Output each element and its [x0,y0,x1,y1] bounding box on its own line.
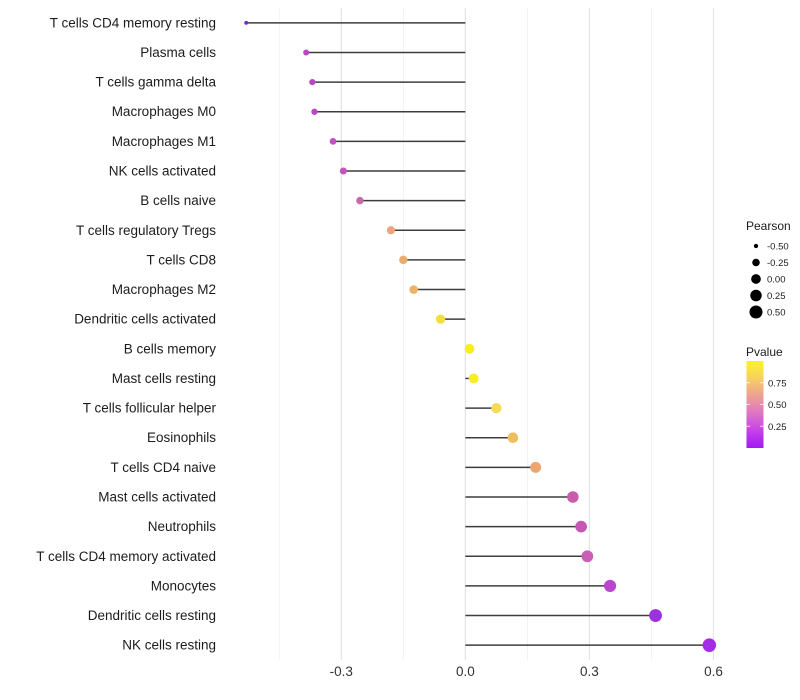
lollipop-point [309,78,316,86]
lollipop-point [339,167,347,175]
pearson-legend-label: 0.50 [767,308,786,319]
pearson-legend-label: 0.25 [767,291,786,302]
y-axis-label: Macrophages M0 [112,104,216,119]
lollipop-point [468,373,479,384]
pvalue-legend: Pvalue 0.75 0.50 0.25 [746,345,787,448]
x-axis-labels: -0.3 0.0 0.3 0.6 [330,664,723,679]
lollipop-point [702,638,717,652]
y-axis-label: Eosinophils [147,430,216,445]
x-axis-tick-label: 0.6 [704,664,723,679]
lollipop-point [399,255,408,265]
lollipop-point [464,343,475,354]
y-axis-label: T cells regulatory Tregs [76,223,216,238]
y-axis-label: T cells CD4 memory resting [50,15,216,30]
lollipop-point [244,20,249,25]
y-axis-label: Neutrophils [148,519,217,534]
x-axis-tick-label: -0.3 [330,664,353,679]
pvalue-tick-label: 0.75 [768,378,787,389]
lollipop-stems [246,22,710,646]
lollipop-point [356,196,364,205]
pearson-legend-dot [752,258,760,267]
y-axis-label: Plasma cells [140,45,216,60]
pearson-legend-dot [750,289,762,302]
pvalue-legend-title: Pvalue [746,345,783,359]
lollipop-point [567,491,579,503]
y-axis-label: NK cells resting [122,638,216,653]
pvalue-tick-label: 0.50 [768,400,787,411]
x-axis-tick-label: 0.3 [580,664,599,679]
pearson-legend-dot [749,305,763,319]
y-axis-label: Macrophages M1 [112,134,216,149]
y-axis-label: Mast cells resting [112,371,216,386]
pearson-legend-dot [751,274,761,284]
y-axis-label: T cells gamma delta [95,75,216,90]
y-axis-label: T cells CD8 [146,252,216,267]
y-axis-label: Mast cells activated [98,490,216,505]
y-axis-labels: T cells CD4 memory resting Plasma cells T … [36,15,216,652]
y-axis-label: NK cells activated [109,164,216,179]
lollipop-point [386,226,396,235]
pvalue-tick-label: 0.25 [768,422,787,433]
y-axis-label: T cells CD4 memory activated [36,549,216,564]
y-axis-label: Dendritic cells resting [88,608,216,623]
lollipop-point [530,461,542,473]
lollipop-point [409,285,419,294]
lollipop-point [311,108,318,115]
lollipop-point [575,520,587,533]
lollipop-point [507,432,519,444]
gridlines [278,8,715,660]
lollipop-points [244,20,717,652]
pearson-legend-dot [753,243,759,249]
pvalue-gradient-bar [746,361,764,448]
y-axis-label: T cells CD4 naive [110,460,216,475]
lollipop-point [649,609,662,622]
y-axis-label: Macrophages M2 [112,282,216,297]
y-axis-label: T cells follicular helper [83,401,217,416]
pearson-legend: Pearson -0.50 -0.25 0.00 0.25 0.50 [746,219,791,319]
y-axis-label: B cells memory [124,341,217,356]
pearson-legend-title: Pearson [746,219,791,233]
pearson-legend-label: 0.00 [767,275,786,286]
lollipop-point [604,579,617,592]
y-axis-label: Monocytes [151,578,217,593]
lollipop-point [581,550,594,563]
pearson-legend-label: -0.25 [767,258,789,269]
y-axis-label: Dendritic cells activated [74,312,216,327]
lollipop-point [329,137,337,145]
lollipop-point [303,49,310,56]
x-axis-tick-label: 0.0 [456,664,475,679]
lollipop-point [435,314,446,324]
pearson-legend-label: -0.50 [767,242,789,253]
lollipop-point [491,402,502,414]
y-axis-label: B cells naive [140,193,216,208]
